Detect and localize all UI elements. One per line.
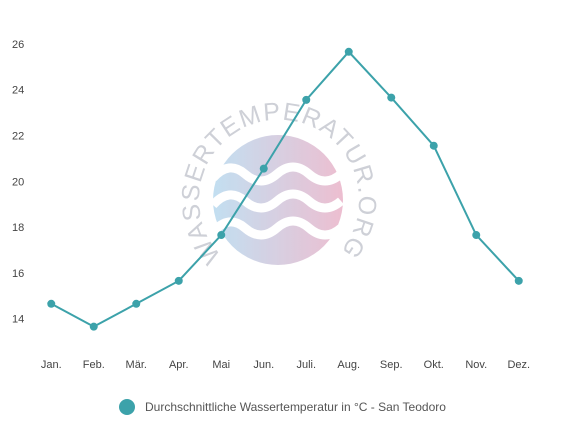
x-tick-label: Okt. — [424, 359, 444, 371]
x-tick-label: Mär. — [126, 359, 147, 371]
plot: 14 16 18 20 22 24 26 Jan. Feb. Mär. Apr. Mai Jun. Jul… — [12, 39, 530, 371]
legend-label: Durchschnittliche Wassertemperatur in °C… — [145, 400, 446, 414]
x-tick-label: Jun. — [253, 359, 274, 371]
point — [387, 93, 396, 102]
point — [174, 276, 183, 285]
point — [259, 164, 268, 173]
x-tick-label: Apr. — [169, 359, 189, 371]
x-tick-label: Aug. — [337, 359, 360, 371]
line — [50, 50, 520, 328]
point — [302, 95, 311, 104]
y-tick-label: 26 — [12, 39, 24, 51]
legend-swatch — [119, 399, 135, 415]
x-tick-label: Juli. — [296, 359, 316, 371]
x-tick-label: Feb. — [83, 359, 105, 371]
point — [132, 299, 141, 308]
y-tick-label: 16 — [12, 268, 24, 280]
y-tick-label: 20 — [12, 176, 24, 188]
x-tick-label: Mai — [212, 359, 230, 371]
point — [217, 231, 226, 240]
x-tick-label: Jan. — [41, 359, 62, 371]
y-tick-label: 14 — [12, 314, 24, 326]
point — [47, 299, 56, 308]
point — [89, 322, 98, 331]
y-tick-label: 18 — [12, 222, 24, 234]
watermark-waves — [209, 162, 344, 240]
point — [514, 276, 523, 285]
y-tick-label: 22 — [12, 130, 24, 142]
point — [472, 231, 481, 240]
x-tick-label: Sep. — [380, 359, 403, 371]
watermark: WASSERTEMPERATUR.ORG — [177, 97, 380, 269]
y-tick-label: 24 — [12, 85, 24, 97]
point — [429, 141, 438, 150]
x-tick-label: Dez. — [507, 359, 530, 371]
x-tick-label: Nov. — [465, 359, 487, 371]
point — [344, 47, 353, 56]
